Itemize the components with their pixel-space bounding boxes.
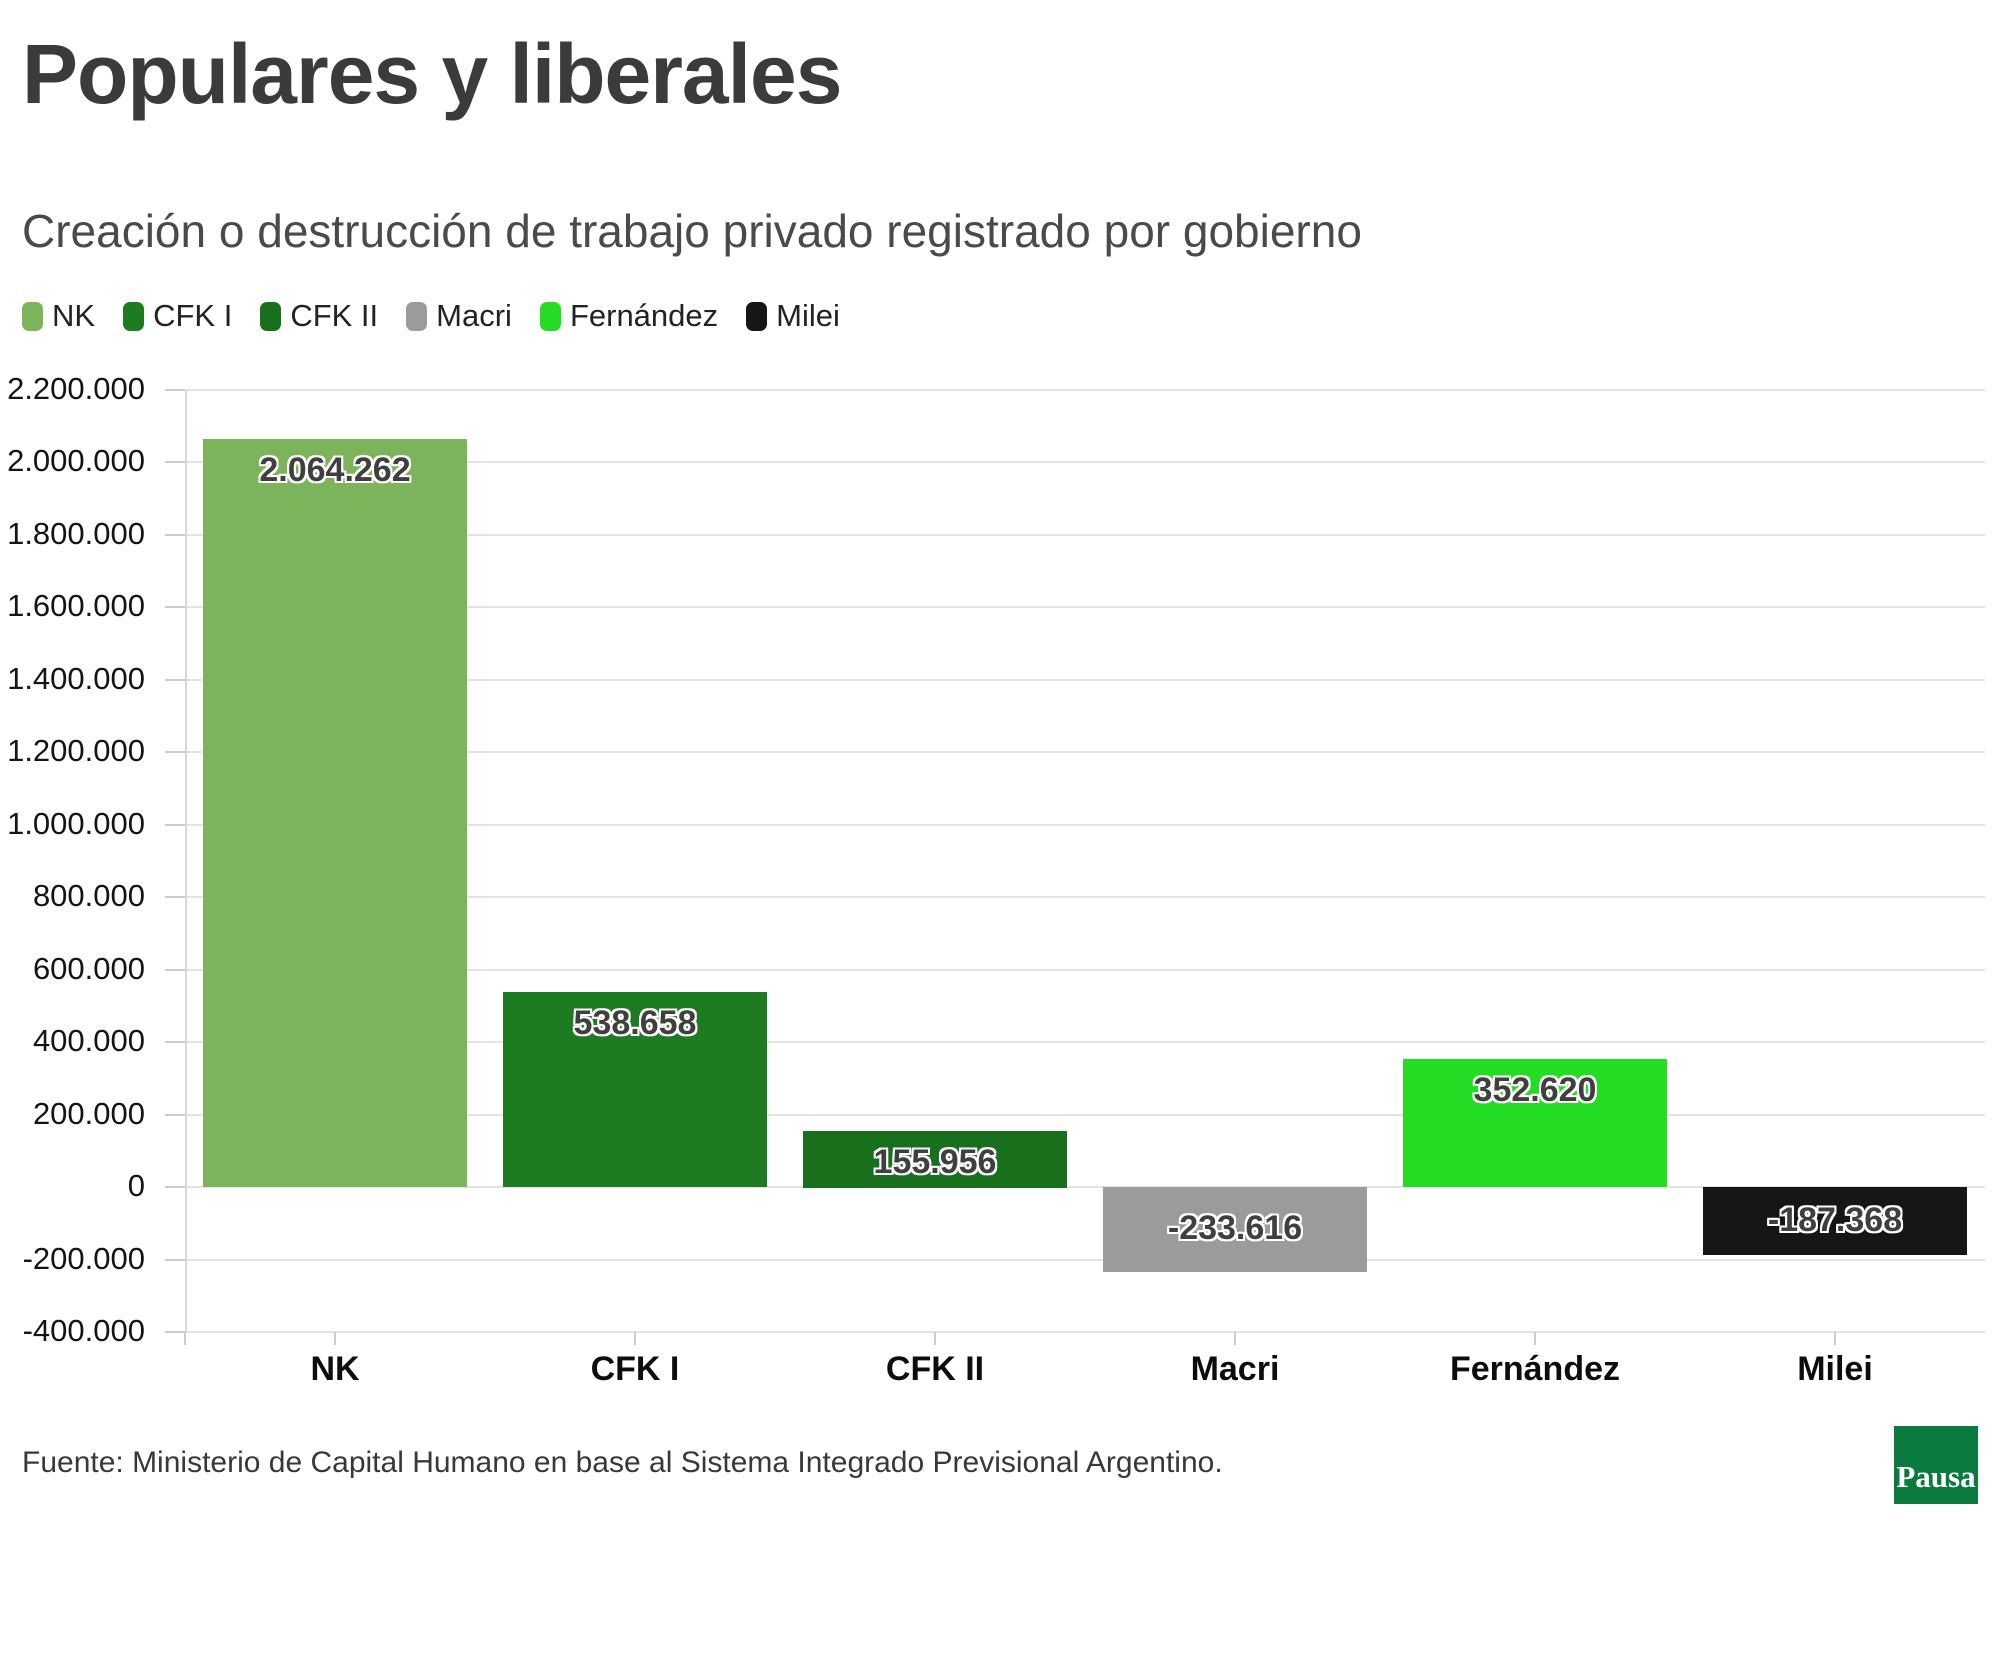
y-tick-label: 400.000 xyxy=(32,1023,145,1058)
y-tick-label: -400.000 xyxy=(22,1313,145,1348)
y-tick-label: 2.000.000 xyxy=(7,443,145,478)
legend-item: Milei xyxy=(746,298,840,334)
x-category-label: NK xyxy=(310,1350,360,1388)
y-tick-label: 1.600.000 xyxy=(7,588,145,623)
legend-item: CFK II xyxy=(260,298,378,334)
legend-item: CFK I xyxy=(123,298,232,334)
y-axis-tick xyxy=(165,534,185,536)
grid-line xyxy=(185,606,1985,608)
x-category-label: CFK II xyxy=(885,1350,985,1388)
legend-label: CFK I xyxy=(153,298,233,333)
x-category-label: Milei xyxy=(1797,1350,1873,1388)
y-axis-tick xyxy=(165,896,185,898)
bar-value-label: -187.368 xyxy=(1767,1201,1903,1239)
legend-label: Milei xyxy=(776,298,840,333)
bar-cfk-ii xyxy=(803,1131,1067,1188)
x-axis-tick xyxy=(634,1332,636,1345)
y-tick-label: 2.200.000 xyxy=(7,371,145,406)
bar-value-label: 352.620 xyxy=(1473,1071,1597,1109)
grid-line xyxy=(185,824,1985,826)
x-axis-tick xyxy=(934,1332,936,1345)
grid-line xyxy=(185,1114,1985,1116)
y-axis-tick xyxy=(165,969,185,971)
legend-swatch xyxy=(123,301,145,331)
y-tick-label: 1.000.000 xyxy=(7,806,145,841)
y-tick-label: 1.800.000 xyxy=(7,516,145,551)
legend-swatch xyxy=(406,301,428,331)
y-axis-tick xyxy=(165,1041,185,1043)
x-axis-tick xyxy=(1534,1332,1536,1345)
bar-value-label: -233.616 xyxy=(1167,1209,1303,1247)
y-axis-tick xyxy=(165,1114,185,1116)
grid-line xyxy=(185,751,1985,753)
x-axis-tick xyxy=(184,1332,186,1345)
chart-legend: NK CFK I CFK II Macri Fernández Milei xyxy=(22,298,840,334)
bar-fernández xyxy=(1403,1059,1667,1187)
bar-macri xyxy=(1103,1187,1367,1272)
y-tick-label: 200.000 xyxy=(32,1096,145,1131)
y-tick-label: 1.400.000 xyxy=(7,661,145,696)
x-axis-tick xyxy=(1234,1332,1236,1345)
grid-line xyxy=(185,1186,1985,1188)
grid-line xyxy=(185,969,1985,971)
x-axis-tick xyxy=(1834,1332,1836,1345)
page-title: Populares y liberales xyxy=(22,27,842,121)
y-tick-label: -200.000 xyxy=(22,1241,145,1276)
y-tick-label: 1.200.000 xyxy=(7,733,145,768)
y-axis-tick xyxy=(165,1331,185,1333)
pausa-logo-text: Pausa xyxy=(1896,1459,1976,1494)
legend-item: NK xyxy=(22,298,95,334)
source-note: Fuente: Ministerio de Capital Humano en … xyxy=(22,1446,1223,1479)
bar-value-label: 538.658 xyxy=(573,1004,697,1042)
grid-line xyxy=(185,1331,1985,1333)
grid-line xyxy=(185,1259,1985,1261)
x-category-label: Macri xyxy=(1190,1350,1280,1388)
y-axis-line xyxy=(185,390,187,1332)
grid-line xyxy=(185,534,1985,536)
legend-label: NK xyxy=(52,298,96,333)
bar-value-label: 2.064.262 xyxy=(259,451,411,489)
x-category-label: CFK I xyxy=(590,1350,680,1388)
y-tick-label: 0 xyxy=(127,1168,145,1203)
y-axis-tick xyxy=(165,389,185,391)
y-tick-label: 600.000 xyxy=(32,951,145,986)
grid-line xyxy=(185,896,1985,898)
y-axis-tick xyxy=(165,679,185,681)
chart-subtitle: Creación o destrucción de trabajo privad… xyxy=(22,205,1362,257)
bar-value-label: 155.956 xyxy=(873,1143,997,1181)
y-axis-tick xyxy=(165,751,185,753)
y-axis-tick xyxy=(165,1259,185,1261)
y-tick-label: 800.000 xyxy=(32,878,145,913)
grid-line xyxy=(185,679,1985,681)
grid-line xyxy=(185,461,1985,463)
legend-label: CFK II xyxy=(290,298,379,333)
legend-swatch xyxy=(746,301,768,331)
x-category-label: Fernández xyxy=(1449,1350,1621,1388)
y-axis-tick xyxy=(165,1186,185,1188)
grid-line xyxy=(185,389,1985,391)
x-axis-tick xyxy=(334,1332,336,1345)
y-axis-tick xyxy=(165,824,185,826)
y-axis-tick xyxy=(165,461,185,463)
legend-item: Fernández xyxy=(539,298,719,334)
legend-item: Macri xyxy=(406,298,512,334)
grid-line xyxy=(185,1041,1985,1043)
legend-swatch xyxy=(22,301,43,331)
legend-label: Fernández xyxy=(569,298,719,333)
pausa-logo: Pausa xyxy=(1894,1426,1978,1504)
legend-label: Macri xyxy=(436,298,512,333)
legend-swatch xyxy=(260,301,282,331)
bar-milei xyxy=(1703,1187,1967,1255)
bar-nk xyxy=(203,439,467,1187)
y-axis-tick xyxy=(165,606,185,608)
legend-swatch xyxy=(539,301,561,331)
bar-cfk-i xyxy=(503,992,767,1187)
